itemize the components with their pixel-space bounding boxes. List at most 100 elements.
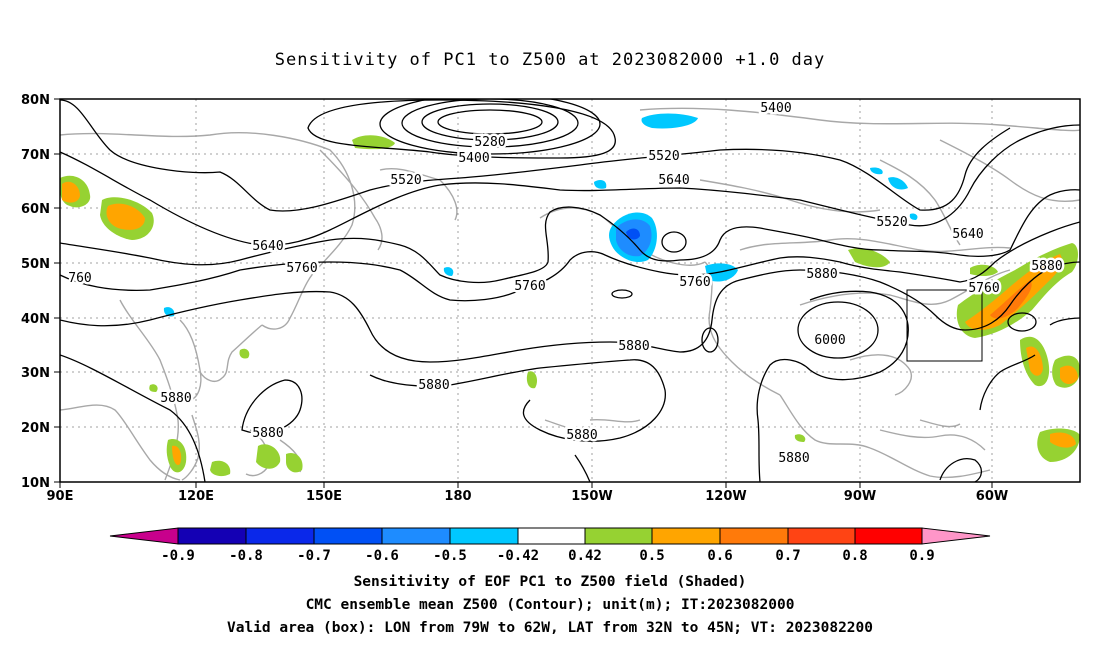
colorbar-segment xyxy=(719,527,789,545)
contour-label: 5880 xyxy=(618,339,649,354)
negative-patch xyxy=(594,180,607,189)
lat-label: 70N xyxy=(21,148,50,163)
positive-patch xyxy=(106,203,145,230)
colorbar-segment xyxy=(109,527,179,545)
contour-labels: 5400 5280 5400 5520 5520 5640 5520 5640 … xyxy=(66,99,1065,469)
contour-label: 5640 xyxy=(252,239,283,254)
contour-label: 5520 xyxy=(390,173,421,188)
colorbar-label: -0.42 xyxy=(497,548,539,564)
caption-shading: Sensitivity of EOF PC1 to Z500 field (Sh… xyxy=(353,574,747,590)
positive-patch xyxy=(239,348,250,359)
tick-marks xyxy=(54,98,993,488)
contour-label: 5280 xyxy=(474,135,505,150)
lat-label: 50N xyxy=(21,257,50,272)
colorbar-segment xyxy=(787,527,856,545)
lat-label: 40N xyxy=(21,312,50,327)
map-frame xyxy=(59,98,1081,483)
lon-label: 90E xyxy=(47,489,74,504)
contour-label: 5760 xyxy=(968,281,999,296)
contour-label: 6000 xyxy=(814,333,845,348)
coastlines xyxy=(60,107,1080,481)
positive-patch xyxy=(256,444,281,469)
negative-patch xyxy=(870,167,883,175)
longitude-labels: 90E 120E 150E 180 150W 120W 90W 60W xyxy=(47,489,1009,504)
positive-patch xyxy=(794,434,806,442)
colorbar-label: 0.9 xyxy=(909,548,934,564)
contour-label: 5520 xyxy=(876,215,907,230)
lat-label: 60N xyxy=(21,202,50,217)
contour-label: 5880 xyxy=(566,428,597,443)
caption-contour: CMC ensemble mean Z500 (Contour); unit(m… xyxy=(305,597,795,613)
colorbar-segment xyxy=(854,527,923,545)
negative-patch xyxy=(443,267,454,276)
positive-patch xyxy=(149,384,158,392)
colorbar-label: -0.9 xyxy=(161,548,195,564)
colorbar-label: 0.8 xyxy=(842,548,867,564)
colorbar-label: -0.7 xyxy=(297,548,331,564)
caption-valid-area: Valid area (box): LON from 79W to 62W, L… xyxy=(226,620,873,636)
latitude-labels: 80N 70N 60N 50N 40N 30N 20N 10N xyxy=(21,93,50,491)
colorbar-segment xyxy=(651,527,721,545)
positive-patch xyxy=(1050,432,1076,448)
positive-patch xyxy=(1060,365,1078,384)
contour-label: 5760 xyxy=(679,275,710,290)
colorbar-label: 0.6 xyxy=(707,548,732,564)
lon-label: 60W xyxy=(976,489,1008,504)
contour-label: 5880 xyxy=(1031,259,1062,274)
colorbar-label: 0.7 xyxy=(775,548,800,564)
positive-patch xyxy=(172,445,182,466)
contour-label: 5760 xyxy=(514,279,545,294)
lat-lon-grid xyxy=(60,99,1080,482)
sensitivity-shading xyxy=(60,113,1080,477)
lon-label: 120W xyxy=(705,489,746,504)
colorbar-segment xyxy=(921,527,991,545)
contour-label: 5520 xyxy=(648,149,679,164)
colorbar-label: -0.5 xyxy=(433,548,467,564)
lon-label: 150W xyxy=(571,489,612,504)
contour-label: 5880 xyxy=(778,451,809,466)
positive-patch xyxy=(62,181,80,203)
positive-patch xyxy=(526,371,538,389)
lat-label: 80N xyxy=(21,93,50,108)
colorbar-segment xyxy=(517,527,586,545)
valid-area-box xyxy=(906,289,983,362)
colorbar-label: 0.42 xyxy=(568,548,602,564)
positive-patch xyxy=(210,460,231,477)
positive-patch xyxy=(970,264,998,276)
lon-label: 180 xyxy=(444,489,471,504)
positive-patch xyxy=(965,254,1062,330)
colorbar-label: -0.8 xyxy=(229,548,263,564)
colorbar-label: -0.6 xyxy=(365,548,399,564)
positive-patch xyxy=(848,248,890,268)
color-bar: -0.9 -0.8 -0.7 -0.6 -0.5 -0.42 0.42 0.5 … xyxy=(109,527,991,564)
z500-contours xyxy=(60,99,1080,482)
negative-patch xyxy=(641,113,698,129)
lat-label: 30N xyxy=(21,366,50,381)
colorbar-segment xyxy=(584,527,653,545)
lon-label: 150E xyxy=(306,489,342,504)
colorbar-segment xyxy=(381,527,451,545)
lat-label: 20N xyxy=(21,421,50,436)
contour-label: 5880 xyxy=(806,267,837,282)
colorbar-segment xyxy=(313,527,383,545)
positive-patch xyxy=(286,452,303,473)
lon-label: 120E xyxy=(178,489,214,504)
colorbar-label: 0.5 xyxy=(639,548,664,564)
plot-title: Sensitivity of PC1 to Z500 at 2023082000… xyxy=(274,50,826,70)
positive-patch xyxy=(1026,346,1043,376)
negative-patch xyxy=(888,177,908,190)
colorbar-segment xyxy=(449,527,519,545)
contour-label: 5880 xyxy=(160,391,191,406)
contour-label: 5880 xyxy=(418,378,449,393)
contour-label: 5760 xyxy=(286,261,317,276)
contour-label: 5880 xyxy=(252,426,283,441)
negative-patch xyxy=(626,228,640,240)
lon-label: 90W xyxy=(844,489,876,504)
colorbar-segment xyxy=(245,527,315,545)
contour-label: 5400 xyxy=(760,101,791,116)
negative-patch xyxy=(909,213,918,220)
contour-label: 5400 xyxy=(458,151,489,166)
lat-label: 10N xyxy=(21,476,50,491)
contour-label: 5640 xyxy=(952,227,983,242)
